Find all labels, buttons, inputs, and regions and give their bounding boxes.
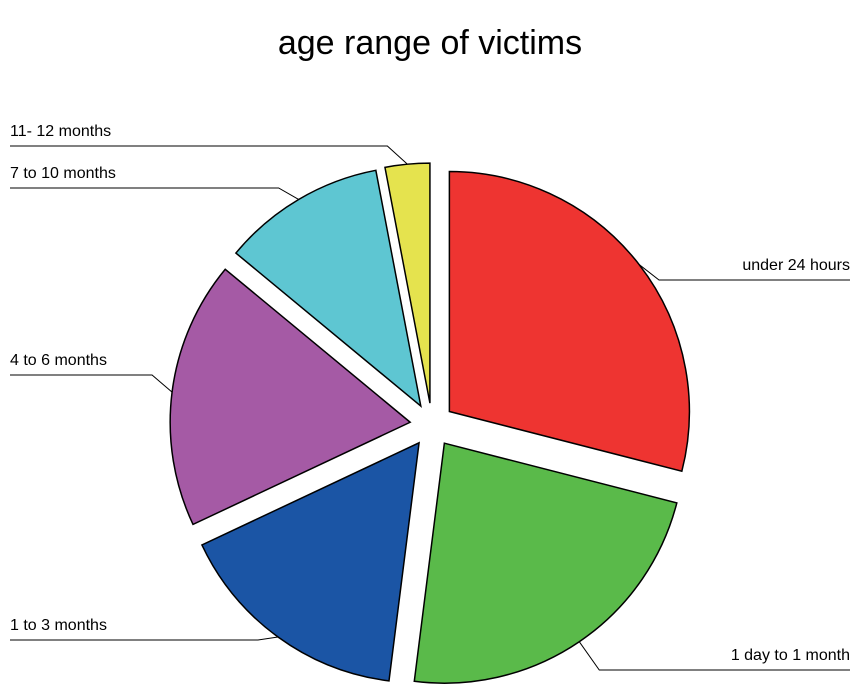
leader-line	[10, 145, 408, 165]
chart-title: age range of victims	[278, 24, 582, 62]
pie-slice	[200, 441, 420, 682]
leader-line	[578, 641, 850, 671]
pie-slice	[234, 169, 422, 408]
slice-label: under 24 hours	[742, 257, 850, 274]
slice-label: 1 day to 1 month	[731, 647, 850, 664]
pie-slice	[169, 268, 412, 526]
slice-label: 4 to 6 months	[10, 352, 107, 369]
leader-line	[10, 636, 279, 641]
leader-line	[10, 374, 173, 393]
leader-line	[10, 187, 299, 200]
pie-slice	[384, 162, 431, 404]
slice-label: 11- 12 months	[10, 123, 111, 140]
slice-label: 1 to 3 months	[10, 617, 107, 634]
slice-label: 7 to 10 months	[10, 165, 116, 182]
leader-line	[638, 264, 850, 281]
pie-slice	[448, 170, 691, 473]
pie-slice	[413, 442, 678, 684]
